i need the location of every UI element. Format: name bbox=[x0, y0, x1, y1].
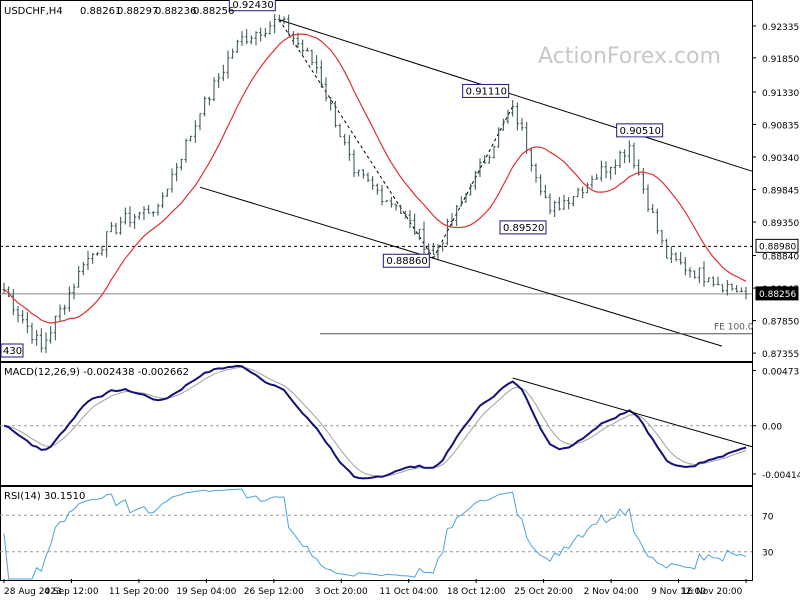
current-price-box bbox=[755, 286, 799, 301]
macd-axis: 0.004738 0.00 -0.004144 bbox=[0, 368, 800, 481]
price-tick-label: 0.88840 bbox=[762, 253, 799, 263]
current-price-label: 0.88256 bbox=[759, 290, 796, 300]
horizontal-level-label: 0.88980 bbox=[759, 242, 796, 252]
time-tick-label: 4 Sep 12:00 bbox=[44, 587, 99, 597]
macd-tick-label: 0.00 bbox=[762, 423, 782, 433]
price-tick-label: 0.90340 bbox=[762, 154, 799, 164]
price-tick-label: 0.91850 bbox=[762, 55, 799, 65]
price-tick-label: 0.91330 bbox=[762, 89, 799, 99]
header-symbol: USDCHF,H4 bbox=[4, 6, 63, 17]
time-tick-label: 9 Nov 12:00 bbox=[651, 587, 706, 597]
level-label-box bbox=[499, 220, 547, 235]
horizontal-level-box bbox=[755, 238, 799, 253]
price-panel-frame bbox=[0, 0, 753, 362]
macd-signal-line bbox=[3, 366, 747, 477]
price-tick-label: 0.87355 bbox=[762, 350, 799, 360]
price-tick-label: 0.92335 bbox=[762, 23, 799, 33]
swing-line-up bbox=[432, 106, 514, 259]
macd-line bbox=[3, 364, 747, 480]
macd-tick-label: 0.004738 bbox=[762, 368, 800, 378]
macd-tick-label: -0.004144 bbox=[762, 471, 800, 481]
lower-channel-line bbox=[199, 186, 723, 347]
time-tick-label: 18 Oct 12:00 bbox=[447, 587, 506, 597]
level-label-box bbox=[462, 83, 510, 98]
ma-line bbox=[3, 33, 747, 324]
macd-lines bbox=[3, 364, 753, 480]
fe-label: FE 100.0 bbox=[714, 323, 754, 333]
rsi-line bbox=[3, 488, 747, 580]
rsi-tick-label: 70 bbox=[762, 512, 774, 522]
header-low: 0.88236 bbox=[155, 6, 196, 17]
time-tick-label: 2 Nov 04:00 bbox=[584, 587, 639, 597]
moving-average bbox=[3, 33, 747, 324]
time-tick-label: 16 Nov 20:00 bbox=[682, 587, 743, 597]
level-label-box bbox=[228, 0, 276, 12]
level-label: 0.90510 bbox=[620, 126, 661, 137]
header-close: 0.88256 bbox=[193, 6, 234, 17]
price-candles bbox=[2, 13, 748, 354]
time-tick-label: 28 Aug 2023 bbox=[4, 587, 62, 597]
level-label: 0.89520 bbox=[503, 223, 544, 234]
cut-label-box bbox=[0, 343, 24, 358]
level-label: 0.92430 bbox=[232, 0, 273, 11]
level-label: 0.88860 bbox=[386, 256, 427, 267]
swing-line-down bbox=[278, 19, 434, 259]
price-tick-label: 0.89350 bbox=[762, 219, 799, 229]
level-label-box bbox=[382, 253, 430, 268]
macd-title: MACD(12,26,9) -0.002438 -0.002662 bbox=[4, 367, 189, 378]
price-axis: 0.92335 0.91850 0.91330 0.90835 0.90340 0.898… bbox=[752, 23, 799, 360]
price-labels: 0.92430 0.91110 0.90510 0.89520 0.88860 430 0.… bbox=[0, 0, 799, 358]
time-tick-label: 11 Oct 04:00 bbox=[379, 587, 438, 597]
rsi-title: RSI(14) 30.1510 bbox=[4, 491, 85, 502]
macd-panel-frame bbox=[0, 362, 753, 486]
rsi-axis: 70 30 bbox=[0, 512, 774, 559]
watermark: ActionForex.com bbox=[538, 44, 721, 69]
level-label: 0.91110 bbox=[466, 86, 507, 97]
price-tick-label: 0.87850 bbox=[762, 318, 799, 328]
header-high: 0.88297 bbox=[117, 6, 158, 17]
time-tick-label: 11 Sep 20:00 bbox=[109, 587, 169, 597]
price-tick-label: 0.89845 bbox=[762, 187, 799, 197]
price-tick-label: 0.90835 bbox=[762, 122, 799, 132]
upper-trendline bbox=[279, 19, 753, 172]
time-tick-label: 26 Sep 12:00 bbox=[244, 587, 304, 597]
rsi-line bbox=[3, 488, 747, 580]
price-overlays: FE 100.0 bbox=[0, 19, 754, 347]
level-label-box bbox=[616, 123, 664, 138]
header-open: 0.88261 bbox=[80, 6, 121, 17]
macd-trendline bbox=[512, 377, 753, 448]
time-tick-label: 19 Sep 04:00 bbox=[176, 587, 236, 597]
rsi-tick-label: 30 bbox=[762, 549, 774, 559]
rsi-panel-frame bbox=[0, 486, 753, 581]
time-tick-label: 3 Oct 20:00 bbox=[315, 587, 368, 597]
time-tick-label: 25 Oct 20:00 bbox=[514, 587, 573, 597]
cut-label: 430 bbox=[3, 346, 22, 357]
